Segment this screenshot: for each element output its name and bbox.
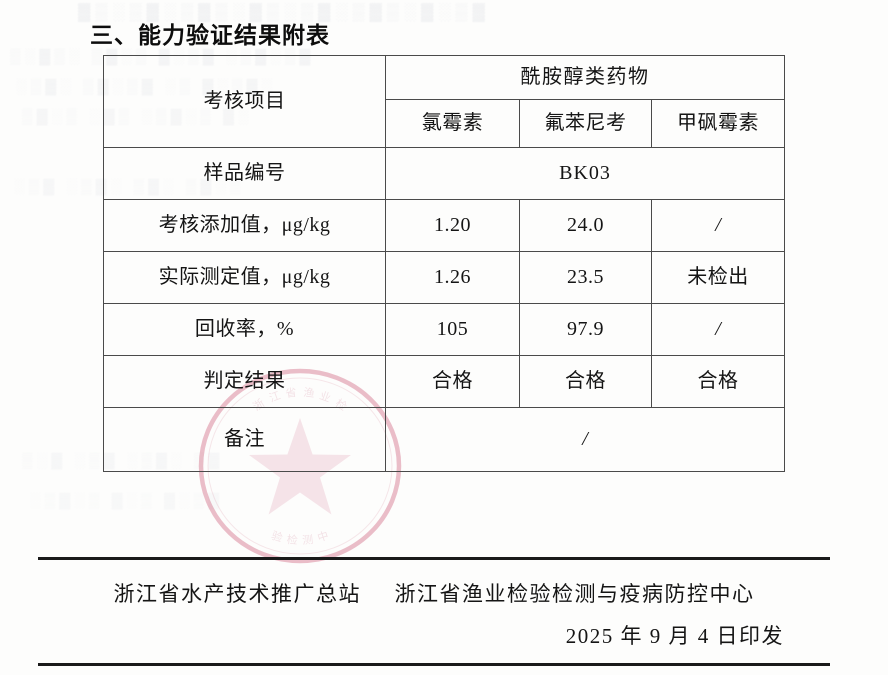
svg-text:验: 验 [270,528,285,545]
header-analyte-chloramphenicol: 氯霉素 [385,99,520,148]
footer-issuing-organisations: 浙江省水产技术推广总站 浙江省渔业检验检测与疫病防控中心 [38,578,830,608]
bleed-through-ghost-7: ░▒▓░▒ ▓░▒ ▓░▒▓ [30,492,224,509]
row-label-remarks: 备注 [103,407,386,472]
cell-recovery-chloramphenicol: 105 [385,303,520,356]
header-analyte-thiamphenicol: 甲砜霉素 [650,99,786,148]
row-label-sample-id: 样品编号 [103,147,386,200]
cell-judgement-thiamphenicol: 合格 [650,355,786,408]
header-drug-group: 酰胺醇类药物 [384,55,786,100]
cell-spiked-chloramphenicol: 1.20 [385,199,520,252]
capability-verification-table: 考核项目 酰胺醇类药物 氯霉素 氟苯尼考 甲砜霉素 样品编号 BK03 考核添加… [103,55,786,472]
table-row: 回收率，% 105 97.9 / [103,303,786,356]
svg-text:测: 测 [302,533,314,547]
cell-sample-id-value: BK03 [384,147,786,200]
table-row: 实际测定值，μg/kg 1.26 23.5 未检出 [103,251,786,304]
cell-remarks-value: / [384,407,786,472]
row-label-judgement: 判定结果 [103,355,386,408]
cell-judgement-chloramphenicol: 合格 [385,355,520,408]
footer-issue-date: 2025 年 9 月 4 日印发 [565,624,784,648]
cell-recovery-florfenicol: 97.9 [519,303,652,356]
cell-measured-chloramphenicol: 1.26 [385,251,520,304]
cell-spiked-florfenicol: 24.0 [519,199,652,252]
cell-spiked-thiamphenicol: / [650,199,786,252]
cell-recovery-thiamphenicol: / [650,303,786,356]
footer-org-right: 浙江省渔业检验检测与疫病防控中心 [394,582,755,606]
table-header-row-top: 考核项目 酰胺醇类药物 [103,55,786,148]
row-label-recovery-rate: 回收率，% [103,303,386,356]
row-label-spiked-value: 考核添加值，μg/kg [103,199,386,252]
section-heading: 三、能力验证结果附表 [90,23,330,49]
cell-judgement-florfenicol: 合格 [519,355,652,408]
cell-measured-thiamphenicol: 未检出 [650,251,786,304]
row-label-measured-value: 实际测定值，μg/kg [103,251,386,304]
header-assessment-item: 考核项目 [103,55,386,148]
table-row: 判定结果 合格 合格 合格 [103,355,786,408]
svg-text:检: 检 [286,532,298,547]
footer-rule-top [38,557,830,560]
header-analyte-florfenicol: 氟苯尼考 [519,99,652,148]
table-row: 考核添加值，μg/kg 1.20 24.0 / [103,199,786,252]
footer-rule-bottom [38,663,830,666]
results-table-container: 考核项目 酰胺醇类药物 氯霉素 氟苯尼考 甲砜霉素 样品编号 BK03 考核添加… [103,55,786,472]
cell-measured-florfenicol: 23.5 [519,251,652,304]
table-row: 样品编号 BK03 [103,147,786,200]
table-row: 备注 / [103,407,786,472]
footer-org-left: 浙江省水产技术推广总站 [113,582,361,606]
svg-text:中: 中 [316,529,330,545]
table-header-row-analytes: 氯霉素 氟苯尼考 甲砜霉素 [104,99,786,148]
